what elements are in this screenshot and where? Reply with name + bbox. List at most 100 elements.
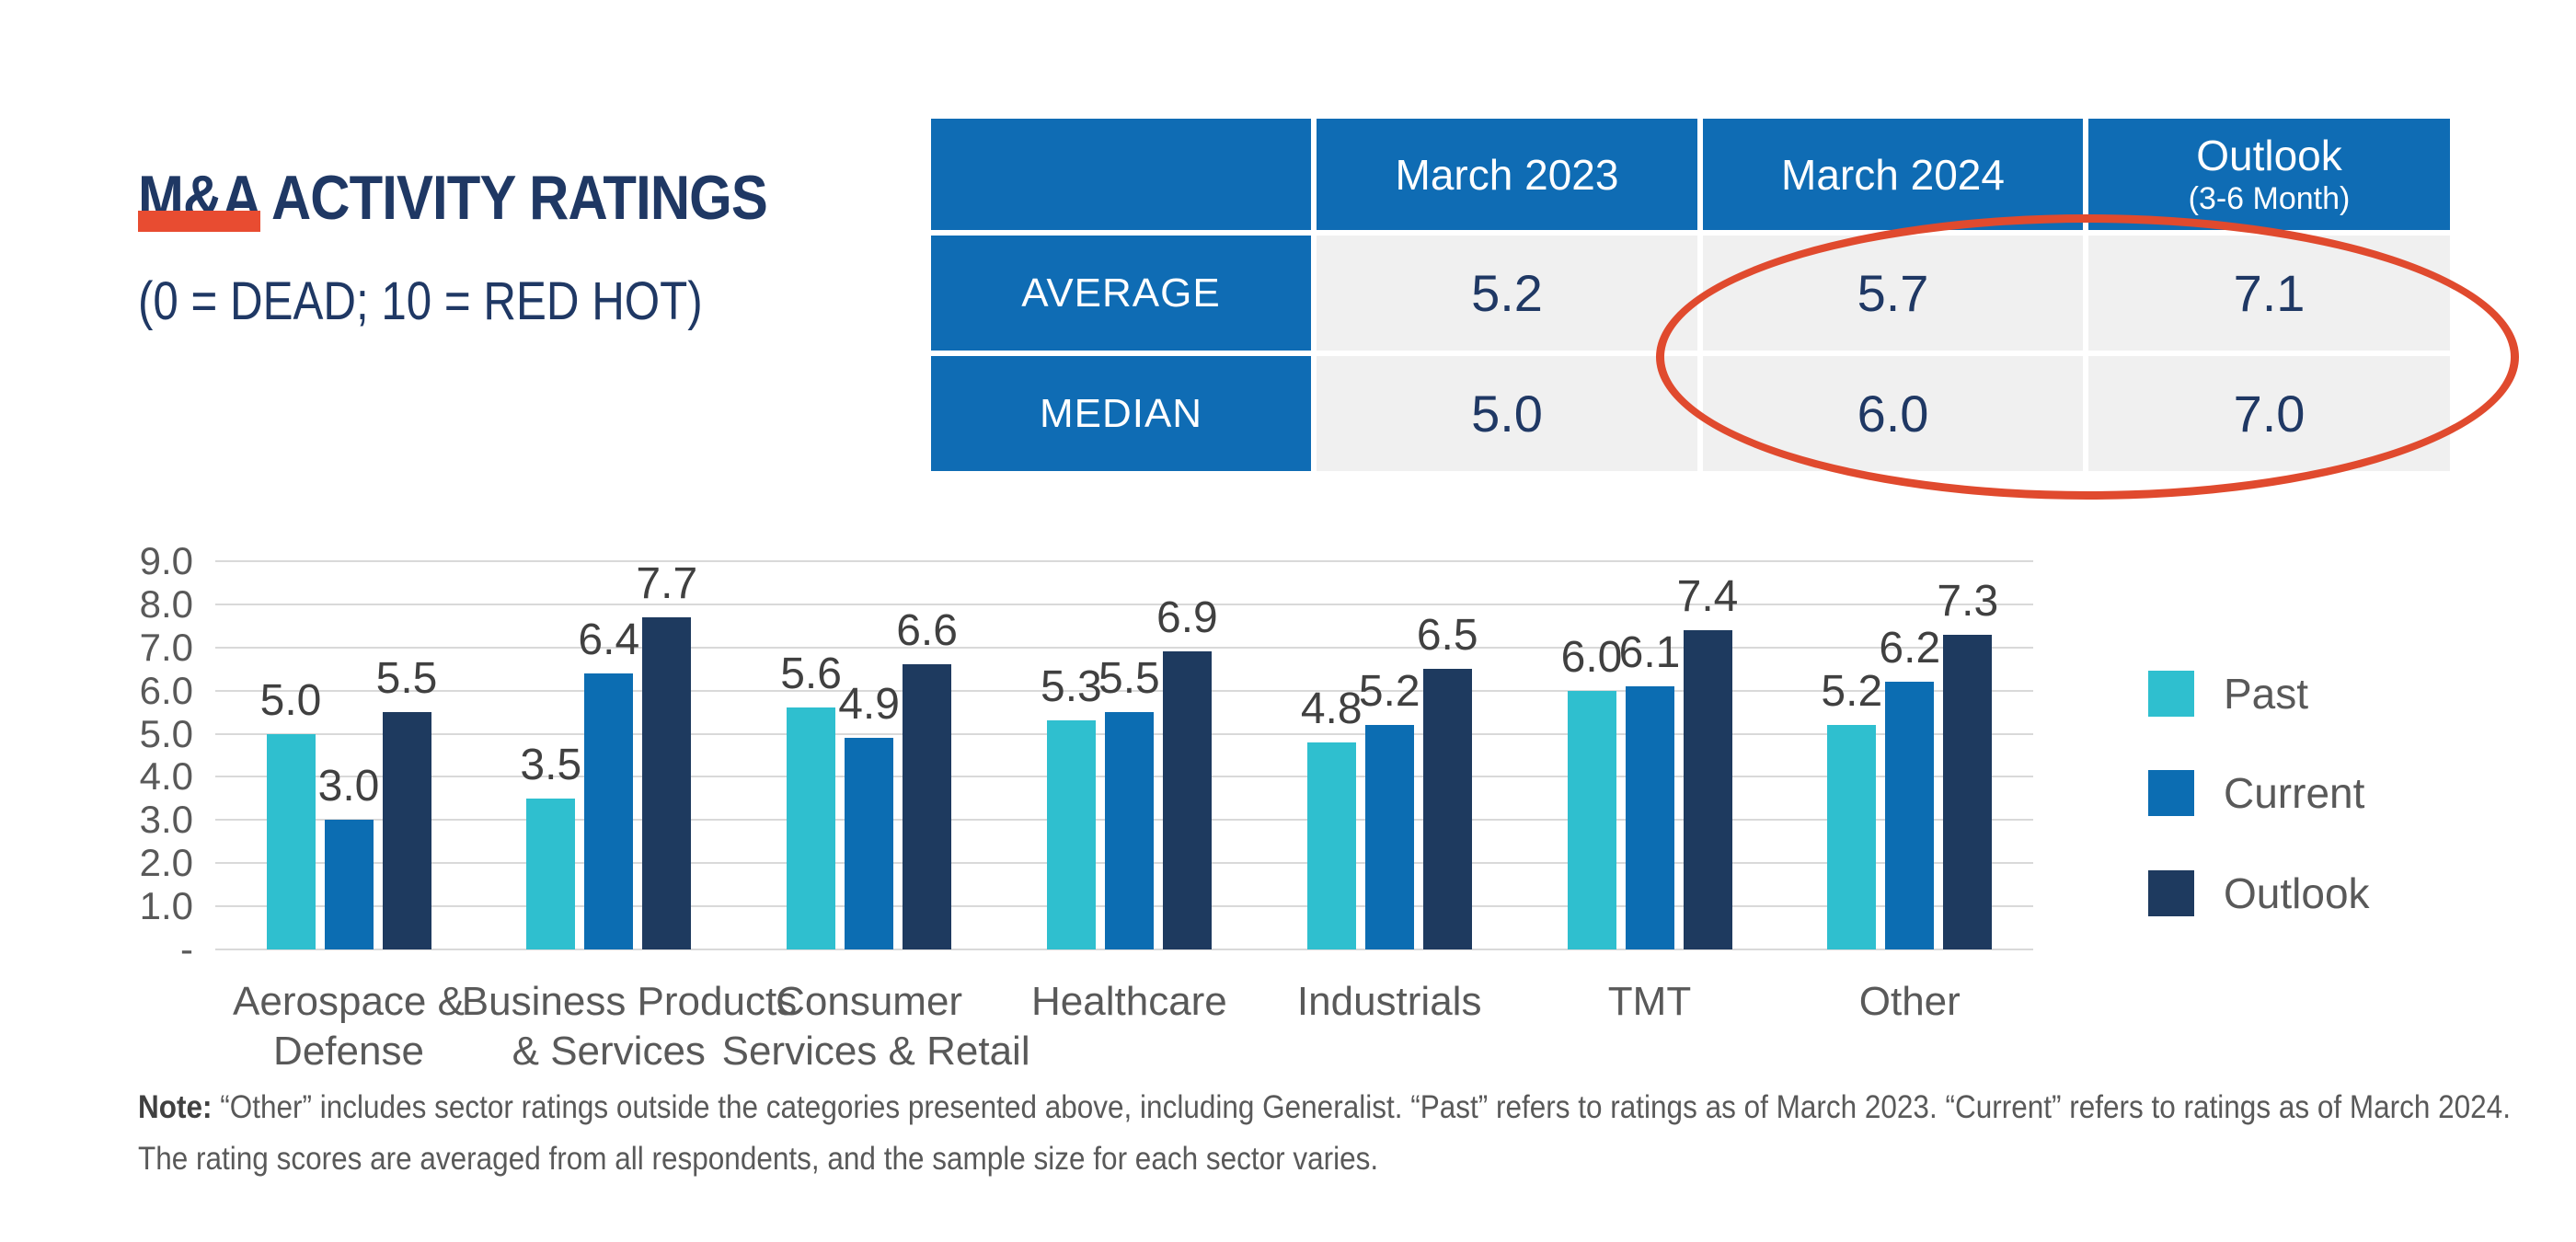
- bar-outlook: [1683, 629, 1732, 949]
- bar-value-label: 7.4: [1676, 571, 1739, 621]
- bar-value-label: 3.0: [317, 762, 380, 811]
- bar-outlook: [1162, 651, 1212, 949]
- bar-value-label: 7.3: [1937, 576, 1999, 626]
- bar-value-label: 6.0: [1560, 632, 1623, 682]
- bar-value-label: 5.5: [375, 654, 438, 704]
- bar-value-label: 4.9: [838, 680, 900, 730]
- y-axis-tick-label: 7.0: [139, 625, 193, 669]
- footnote: Note: “Other” includes sector ratings ou…: [138, 1082, 2511, 1185]
- x-axis-label-line: Services & Retail: [721, 1029, 1030, 1074]
- x-axis-label-line: Other: [1858, 979, 1961, 1024]
- bar-value-label: 6.6: [896, 606, 958, 656]
- bar-current: [1625, 685, 1674, 949]
- bar-outlook: [382, 712, 431, 949]
- bar-outlook: [1943, 634, 1993, 949]
- x-axis-label: TMT: [1502, 977, 1797, 1027]
- legend-label: Current: [2224, 769, 2365, 817]
- bar-value-label: 5.0: [259, 675, 322, 725]
- bar-past: [1567, 690, 1616, 949]
- legend-swatch-past: [2148, 671, 2194, 717]
- footnote-line-1-text: “Other” includes sector ratings outside …: [220, 1089, 2511, 1125]
- table-corner-cell: [931, 119, 1311, 230]
- bar-value-label: 5.5: [1098, 654, 1160, 704]
- bar-outlook: [1422, 669, 1472, 949]
- x-axis-label-line: Industrials: [1296, 979, 1482, 1024]
- bar-value-label: 5.6: [780, 650, 842, 699]
- bar-value-label: 6.5: [1416, 611, 1478, 661]
- gridline: [215, 646, 2033, 649]
- legend-swatch-outlook: [2148, 870, 2194, 916]
- bar-value-label: 4.8: [1300, 684, 1363, 733]
- bar-value-label: 6.1: [1618, 627, 1681, 677]
- bar-current: [1104, 712, 1154, 949]
- table-rowlabel-average: AVERAGE: [931, 236, 1311, 351]
- table-cell-median-march-2023: 5.0: [1317, 356, 1697, 471]
- y-axis-tick-label: 2.0: [139, 841, 193, 885]
- x-axis-label-line: TMT: [1607, 979, 1692, 1024]
- legend-label: Outlook: [2224, 869, 2370, 917]
- y-axis-tick-label: 4.0: [139, 754, 193, 799]
- x-axis-label: Industrials: [1242, 977, 1536, 1027]
- bar-past: [1306, 742, 1356, 949]
- x-axis-label: Consumer Services & Retail: [721, 977, 1030, 1076]
- bar-outlook: [642, 616, 692, 949]
- legend-label: Past: [2224, 670, 2309, 718]
- y-axis-tick-label: -: [180, 927, 193, 971]
- x-axis-label-line: Aerospace &: [233, 979, 465, 1024]
- bar-value-label: 6.2: [1879, 624, 1941, 673]
- bar-past: [1827, 725, 1877, 949]
- x-axis-label: Healthcare: [982, 977, 1276, 1027]
- x-axis-label: Other: [1763, 977, 2057, 1027]
- table-cell-average-march-2023: 5.2: [1317, 236, 1697, 351]
- legend-item-past: Past: [2148, 670, 2309, 718]
- gridline: [215, 689, 2033, 692]
- bar-current: [845, 738, 894, 949]
- table-rowlabel-median: MEDIAN: [931, 356, 1311, 471]
- bar-past: [526, 798, 576, 949]
- legend-item-outlook: Outlook: [2148, 869, 2370, 917]
- gridline: [215, 949, 2033, 950]
- x-axis-label-line: Consumer: [776, 979, 963, 1024]
- bar-past: [787, 707, 836, 949]
- footnote-label: Note:: [138, 1089, 213, 1125]
- table-header-outlook-title: Outlook: [2196, 131, 2342, 179]
- y-axis-tick-label: 9.0: [139, 538, 193, 582]
- y-axis-tick-label: 3.0: [139, 798, 193, 842]
- y-axis-tick-label: 6.0: [139, 668, 193, 712]
- legend-item-current: Current: [2148, 769, 2365, 817]
- x-axis-label-line: Healthcare: [1031, 979, 1227, 1024]
- bar-value-label: 7.7: [636, 558, 698, 608]
- bar-value-label: 5.2: [1358, 667, 1420, 717]
- rating-scale-subtitle: (0 = DEAD; 10 = RED HOT): [138, 271, 703, 331]
- title-accent-bar: [138, 211, 260, 232]
- x-axis-label-line: Business Products: [461, 979, 798, 1024]
- bar-outlook: [903, 664, 952, 949]
- gridline: [215, 559, 2033, 562]
- x-axis-label: Business Products & Services: [461, 977, 798, 1076]
- highlight-ellipse-annotation: [1656, 214, 2519, 500]
- bar-past: [1046, 720, 1096, 949]
- y-axis-tick-label: 1.0: [139, 884, 193, 928]
- bar-current: [584, 673, 634, 949]
- bar-current: [324, 820, 374, 949]
- table-header-march-2023: March 2023: [1317, 119, 1697, 230]
- table-header-outlook-subtitle: (3-6 Month): [2188, 181, 2351, 217]
- legend-swatch-current: [2148, 770, 2194, 816]
- x-axis-label-line: Defense: [273, 1029, 424, 1074]
- bar-value-label: 6.9: [1156, 593, 1218, 643]
- bar-value-label: 6.4: [578, 615, 640, 664]
- x-axis-label-line: & Services: [512, 1029, 706, 1074]
- table-header-outlook: Outlook (3-6 Month): [2088, 119, 2450, 230]
- gridline: [215, 603, 2033, 605]
- bar-value-label: 3.5: [520, 740, 582, 789]
- x-axis-label: Aerospace & Defense: [201, 977, 496, 1076]
- table-header-march-2024: March 2024: [1703, 119, 2083, 230]
- y-axis-tick-label: 5.0: [139, 711, 193, 755]
- footnote-line-1: Note: “Other” includes sector ratings ou…: [138, 1082, 2511, 1133]
- bar-value-label: 5.2: [1821, 667, 1883, 717]
- y-axis-tick-label: 8.0: [139, 581, 193, 626]
- bar-current: [1885, 682, 1935, 949]
- bar-past: [266, 733, 316, 949]
